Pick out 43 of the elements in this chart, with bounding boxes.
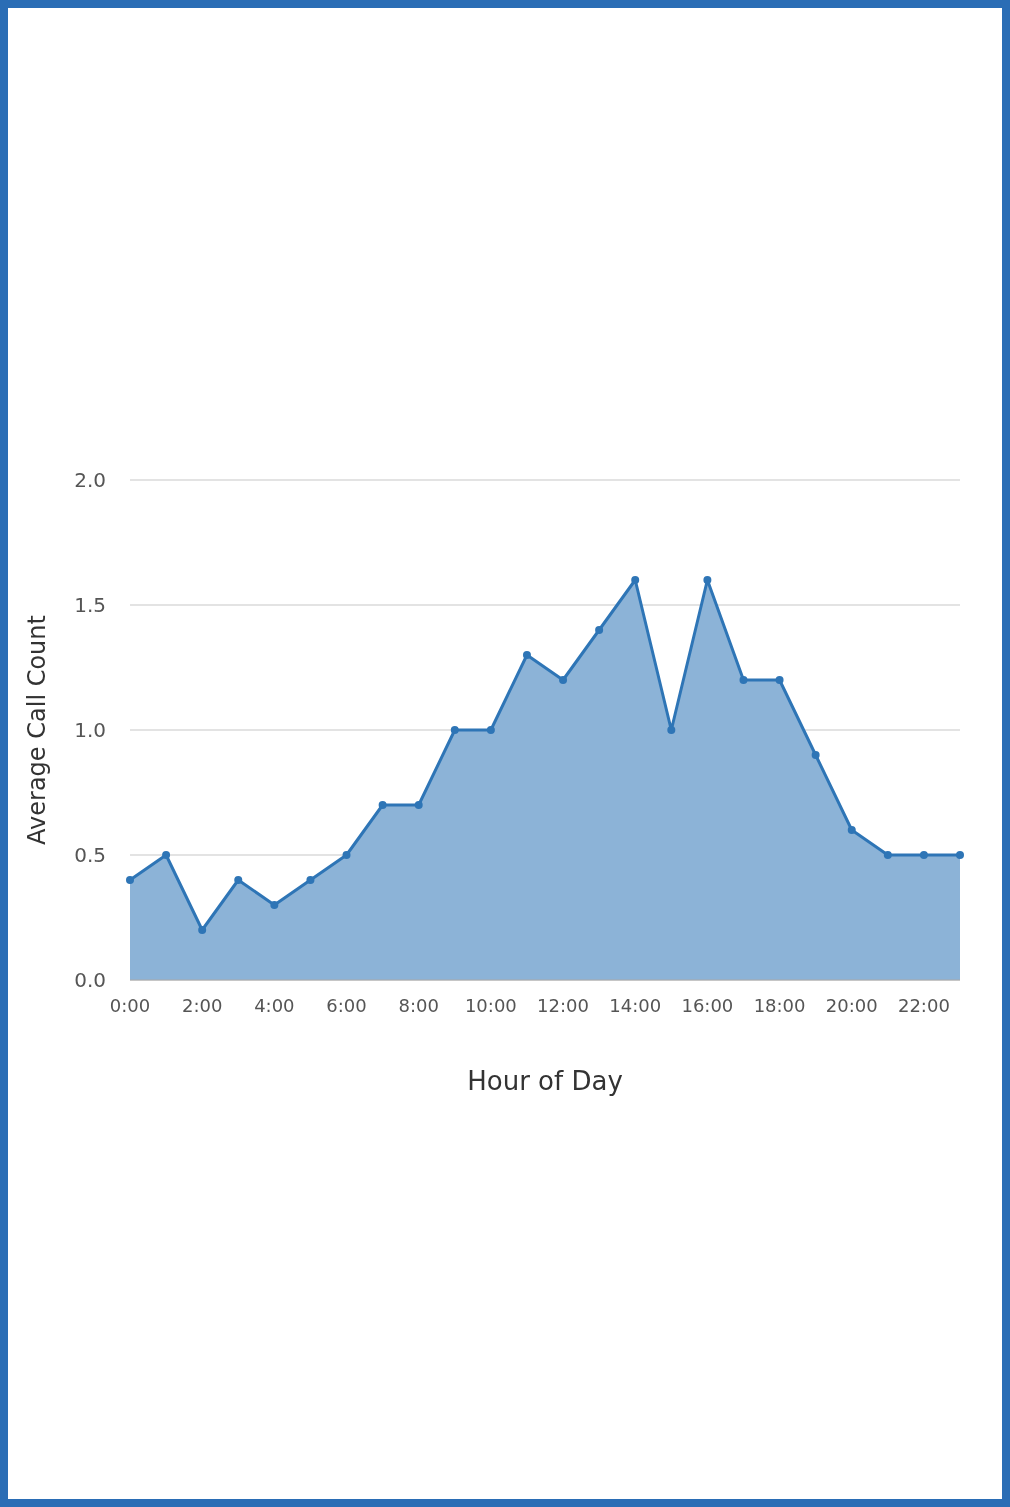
x-tick-label: 18:00 <box>753 995 806 1016</box>
point <box>775 676 784 684</box>
point <box>595 626 604 634</box>
point <box>883 851 892 859</box>
point <box>486 726 495 734</box>
y-tick-label: 2.0 <box>74 468 106 492</box>
point <box>703 576 712 584</box>
point <box>956 851 964 859</box>
point <box>847 826 856 834</box>
point <box>234 876 243 884</box>
x-tick-label: 8:00 <box>398 995 439 1016</box>
x-tick-label: 6:00 <box>326 995 367 1016</box>
point <box>162 851 171 859</box>
x-tick-label: 12:00 <box>537 995 589 1016</box>
point <box>126 876 134 884</box>
point <box>414 801 423 809</box>
point <box>631 576 640 584</box>
x-tick-label: 14:00 <box>609 995 662 1016</box>
y-axis-title: Average Call Count <box>23 615 51 845</box>
x-tick-label: 16:00 <box>681 995 734 1016</box>
x-tick-label: 20:00 <box>825 995 878 1016</box>
x-tick-label: 22:00 <box>897 995 950 1016</box>
x-axis-title: Hour of Day <box>467 1066 623 1096</box>
point <box>811 751 820 759</box>
point <box>667 726 676 734</box>
point <box>919 851 928 859</box>
x-tick-label: 10:00 <box>464 995 517 1016</box>
x-tick-label: 0:00 <box>109 995 151 1016</box>
point <box>522 651 531 659</box>
x-tick-label: 2:00 <box>181 995 223 1016</box>
point <box>270 901 279 909</box>
y-tick-label: 1.5 <box>74 593 106 617</box>
y-tick-label: 0.0 <box>74 968 106 992</box>
point <box>559 676 568 684</box>
point <box>739 676 748 684</box>
point <box>342 851 351 859</box>
y-tick-label: 1.0 <box>74 718 106 742</box>
x-tick-label: 4:00 <box>254 995 295 1016</box>
point <box>450 726 459 734</box>
point <box>198 926 207 934</box>
point <box>306 876 315 884</box>
y-tick-label: 0.5 <box>74 843 106 867</box>
point <box>378 801 387 809</box>
